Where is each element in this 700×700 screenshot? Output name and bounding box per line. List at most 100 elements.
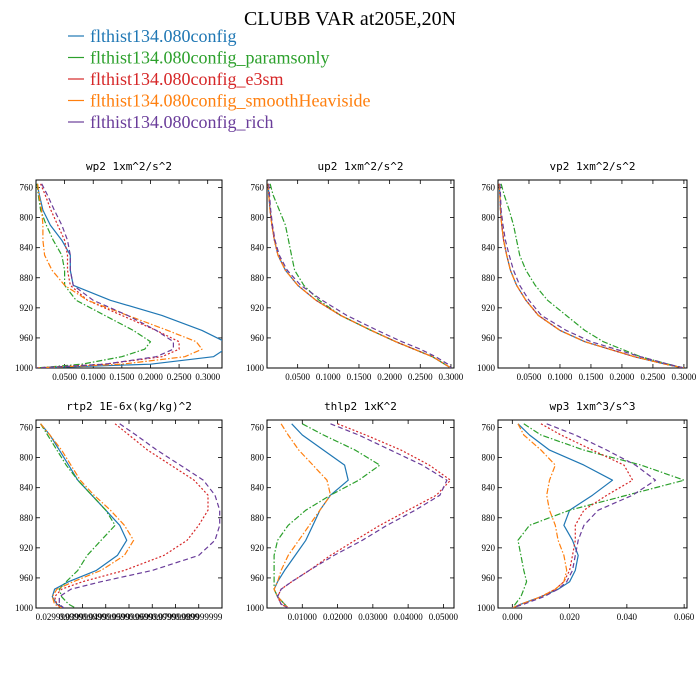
x-tick-label: 0.000	[502, 612, 523, 622]
y-tick-label: 960	[251, 573, 265, 583]
x-tick-label: 0.3000	[672, 372, 697, 382]
x-tick-label: 0.1500	[579, 372, 604, 382]
series-group	[273, 423, 452, 608]
y-tick-label: 760	[482, 423, 496, 433]
y-tick-label: 840	[20, 483, 34, 493]
y-tick-label: 960	[251, 333, 265, 343]
panels: wp2 1xm^2/s^2 760 800 840 880 920 960 1000 0.050…	[15, 160, 697, 622]
series-line	[512, 423, 568, 608]
x-tick-label: 0.049999999	[82, 612, 130, 622]
y-tick-label: 840	[251, 243, 265, 253]
x-tick-label: 0.0500	[52, 372, 77, 382]
legend-entry: flthist134.080config_smoothHeaviside	[90, 91, 370, 111]
y-tick-label: 1000	[246, 363, 265, 373]
x-tick-label: 0.1500	[347, 372, 372, 382]
y-tick-label: 880	[251, 513, 265, 523]
x-tick-label: 0.2500	[167, 372, 192, 382]
legend-entry: flthist134.080config	[90, 26, 237, 46]
y-tick-label: 840	[20, 243, 34, 253]
panel-title: rtp2 1E-6x(kg/kg)^2	[66, 400, 192, 413]
series-line	[58, 423, 221, 608]
legend-entry: flthist134.080config_e3sm	[90, 69, 283, 89]
x-tick-label: 0.059999999	[105, 612, 153, 622]
x-tick-label: 0.03000	[358, 612, 388, 622]
y-tick-label: 760	[20, 183, 34, 193]
y-tick-label: 800	[482, 213, 496, 223]
x-tick-label: 0.04000	[394, 612, 424, 622]
y-tick-label: 960	[482, 333, 496, 343]
series-line	[269, 183, 452, 368]
panel-title: vp2 1xm^2/s^2	[549, 160, 635, 173]
x-tick-label: 0.2000	[610, 372, 635, 382]
y-tick-label: 760	[251, 183, 265, 193]
y-tick-label: 800	[20, 213, 34, 223]
series-line	[499, 183, 685, 368]
y-tick-label: 920	[482, 543, 496, 553]
y-tick-label: 960	[482, 573, 496, 583]
x-tick-label: 0.060	[674, 612, 695, 622]
x-tick-label: 0.1000	[316, 372, 341, 382]
series-line	[36, 183, 222, 368]
y-tick-label: 920	[20, 303, 34, 313]
x-tick-label: 0.039999999	[59, 612, 107, 622]
panel-title: thlp2 1xK^2	[324, 400, 397, 413]
panel-6: wp3 1xm^3/s^3 760 800 840 880 920 960 1000 0.000…	[477, 400, 695, 622]
y-tick-label: 840	[251, 483, 265, 493]
panel-2: up2 1xm^2/s^2 760 800 840 880 920 960 1000 0.050…	[246, 160, 464, 382]
series-group	[511, 423, 685, 608]
plot-frame	[266, 419, 455, 609]
series-line	[273, 423, 349, 608]
series-line	[500, 183, 685, 368]
x-tick-label: 0.029999999	[36, 612, 84, 622]
y-tick-label: 1000	[477, 363, 496, 373]
y-tick-label: 920	[251, 543, 265, 553]
x-tick-label: 0.2500	[641, 372, 666, 382]
x-tick-label: 0.02000	[323, 612, 353, 622]
y-tick-label: 760	[251, 423, 265, 433]
x-tick-label: 0.079999999	[152, 612, 200, 622]
y-tick-label: 880	[251, 273, 265, 283]
x-tick-label: 0.01000	[288, 612, 318, 622]
series-group	[40, 423, 221, 608]
x-tick-label: 0.1500	[109, 372, 134, 382]
series-line	[40, 423, 135, 608]
x-tick-label: 0.020	[559, 612, 580, 622]
series-line	[273, 423, 381, 608]
series-line	[512, 423, 634, 608]
series-line	[36, 183, 152, 368]
y-tick-label: 960	[20, 333, 34, 343]
y-tick-label: 840	[482, 243, 496, 253]
x-tick-label: 0.05000	[429, 612, 459, 622]
x-tick-label: 0.1000	[548, 372, 573, 382]
plot-frame	[266, 179, 455, 369]
x-tick-label: 0.2500	[408, 372, 433, 382]
x-tick-label: 0.2000	[138, 372, 163, 382]
y-tick-label: 760	[20, 423, 34, 433]
y-tick-label: 800	[251, 213, 265, 223]
panel-4: rtp2 1E-6x(kg/kg)^2 760 800 840 880 920 960 100…	[15, 400, 223, 622]
plot-frame	[35, 419, 223, 609]
x-tick-label: 0.0500	[285, 372, 310, 382]
series-line	[36, 183, 180, 368]
series-group	[498, 183, 685, 368]
y-tick-label: 760	[482, 183, 496, 193]
legend-entry: flthist134.080config_paramsonly	[90, 48, 329, 68]
series-line	[40, 423, 128, 608]
x-tick-label: 0.3000	[439, 372, 464, 382]
y-tick-label: 1000	[477, 603, 496, 613]
series-line	[498, 183, 685, 368]
series-line	[277, 423, 448, 608]
y-tick-label: 960	[20, 573, 34, 583]
x-tick-label: 0.1000	[81, 372, 106, 382]
plot-frame	[497, 419, 688, 609]
y-tick-label: 800	[20, 453, 34, 463]
y-tick-label: 1000	[15, 363, 34, 373]
series-group	[36, 183, 222, 368]
series-line	[267, 183, 452, 368]
figure-title: CLUBB VAR at205E,20N	[244, 8, 456, 30]
x-tick-label: 0.069999999	[129, 612, 177, 622]
series-line	[36, 183, 174, 368]
legend: flthist134.080configflthist134.080config…	[68, 26, 370, 132]
series-line	[511, 423, 685, 608]
